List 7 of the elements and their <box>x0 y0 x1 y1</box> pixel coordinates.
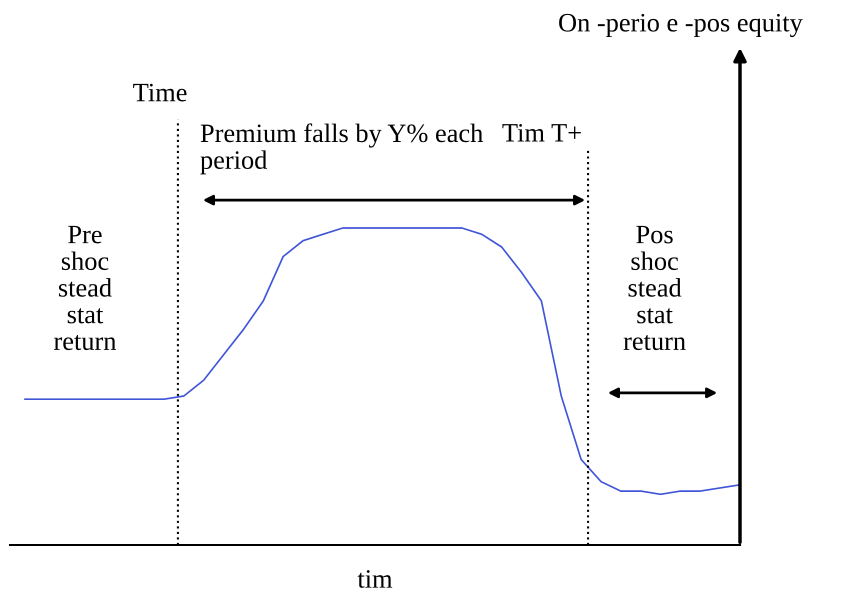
text: On -perio e -pos equity <box>559 14 803 38</box>
x-axis-title: tim <box>358 570 392 588</box>
annotation: Pre shoc stead stat return <box>54 226 116 350</box>
text: Time <box>133 84 187 102</box>
text: Tim T+ <box>502 124 581 142</box>
text: Premium falls by Y% each period <box>200 123 483 174</box>
annotation: Pos shoc stead stat return <box>624 226 686 350</box>
